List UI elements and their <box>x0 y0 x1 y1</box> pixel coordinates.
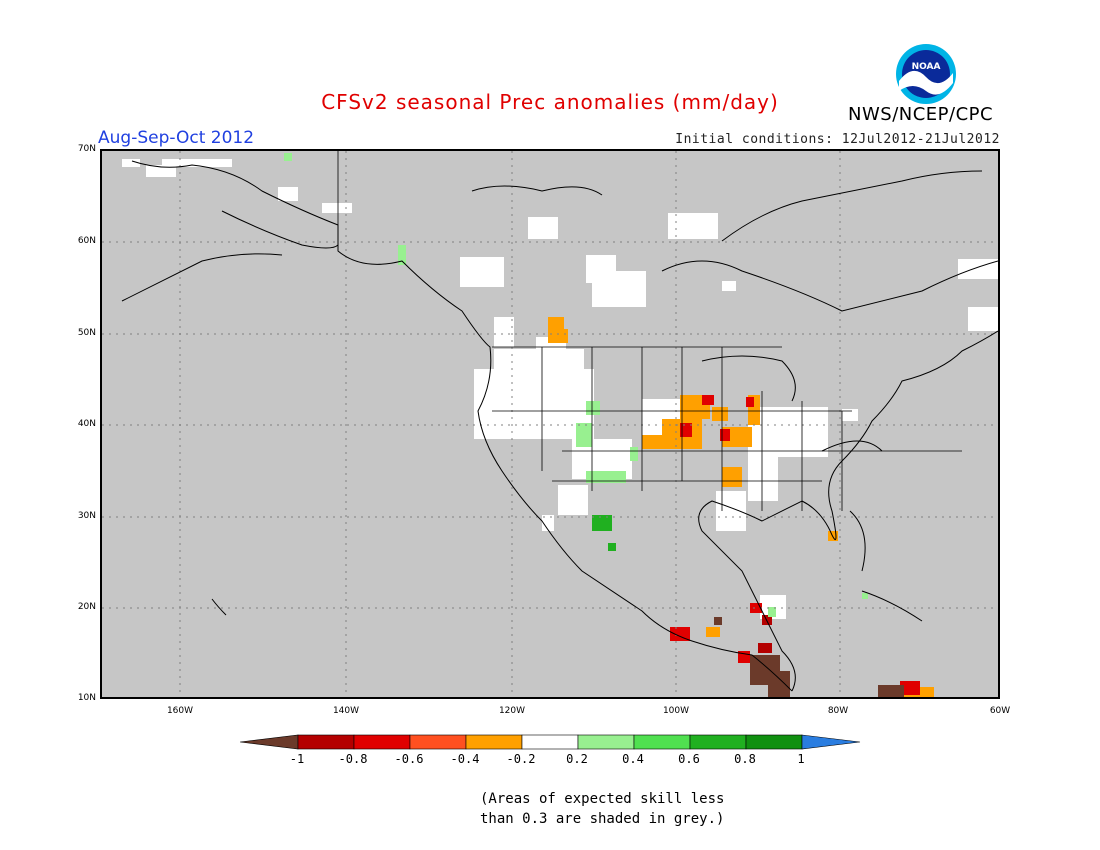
colorbar-segment <box>577 734 635 750</box>
colorbar-label: 0.6 <box>678 752 700 766</box>
colorbar-label: -0.8 <box>338 752 368 766</box>
noaa-logo-icon: NOAA <box>895 43 957 105</box>
lon-label: 160W <box>166 706 194 716</box>
skill-note-line2: than 0.3 are shaded in grey.) <box>480 811 725 827</box>
colorbar-high-arrow <box>801 734 861 750</box>
colorbar-label: 0.2 <box>566 752 588 766</box>
lon-label: 100W <box>662 706 690 716</box>
colorbar-segment <box>409 734 467 750</box>
borders <box>337 151 962 511</box>
dry-darkred-patches <box>758 615 772 653</box>
map-svg <box>102 151 998 697</box>
colorbar-label: 1 <box>797 752 805 766</box>
wet-lightgreen-patches <box>284 153 868 617</box>
colorbar-label: -0.2 <box>506 752 536 766</box>
neutral-patches <box>122 159 998 619</box>
map-title: CFSv2 seasonal Prec anomalies (mm/day) <box>321 90 779 114</box>
anomaly-map <box>100 149 1000 699</box>
lat-label: 20N <box>77 602 96 612</box>
lat-label: 60N <box>77 236 96 246</box>
colorbar-segment <box>521 734 579 750</box>
wet-green-patches <box>592 515 616 551</box>
lat-label: 10N <box>77 693 96 703</box>
colorbar-label: 0.8 <box>734 752 756 766</box>
colorbar-segment <box>745 734 803 750</box>
lat-label: 40N <box>77 419 96 429</box>
dry-red-patches <box>670 395 920 695</box>
lat-label: 70N <box>77 144 96 154</box>
noaa-logo-text: NOAA <box>912 62 941 72</box>
colorbar-svg <box>239 734 861 750</box>
colorbar-segment <box>465 734 523 750</box>
colorbar-segment <box>633 734 691 750</box>
colorbar-label: -0.6 <box>394 752 424 766</box>
colorbar-low-arrow <box>239 734 299 750</box>
initial-conditions-label: Initial conditions: 12Jul2012-21Jul2012 <box>675 132 1000 147</box>
lon-label: 120W <box>498 706 526 716</box>
colorbar-segment <box>689 734 747 750</box>
graticule <box>102 151 998 697</box>
colorbar <box>239 733 862 755</box>
lon-label: 60W <box>989 706 1011 716</box>
period-label: Aug-Sep-Oct 2012 <box>98 128 255 148</box>
lon-label: 80W <box>827 706 849 716</box>
lon-label: 140W <box>332 706 360 716</box>
colorbar-segment <box>297 734 355 750</box>
colorbar-label: -1 <box>289 752 305 766</box>
lat-label: 30N <box>77 511 96 521</box>
dry-brown-patches <box>714 617 904 697</box>
colorbar-label: -0.4 <box>450 752 480 766</box>
lat-label: 50N <box>77 328 96 338</box>
colorbar-label: 0.4 <box>622 752 644 766</box>
agency-label: NWS/NCEP/CPC <box>848 104 994 125</box>
colorbar-segment <box>353 734 411 750</box>
skill-note-line1: (Areas of expected skill less <box>480 791 725 807</box>
